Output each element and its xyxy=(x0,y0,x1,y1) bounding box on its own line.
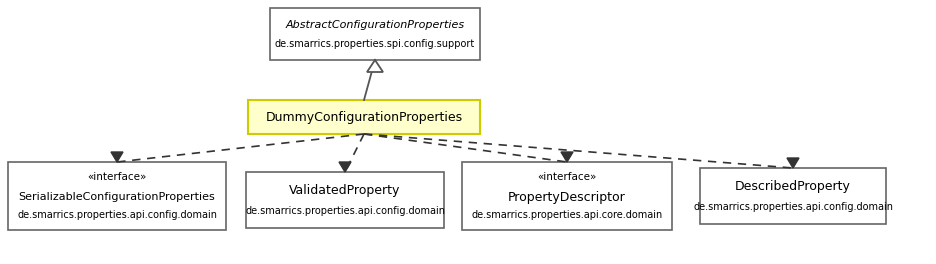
Bar xyxy=(462,162,672,230)
Text: de.smarrics.properties.api.config.domain: de.smarrics.properties.api.config.domain xyxy=(17,210,217,220)
Text: DescribedProperty: DescribedProperty xyxy=(735,180,851,193)
Bar xyxy=(270,8,480,60)
Text: PropertyDescriptor: PropertyDescriptor xyxy=(508,191,626,204)
Text: de.smarrics.properties.api.config.domain: de.smarrics.properties.api.config.domain xyxy=(245,206,445,216)
Text: DummyConfigurationProperties: DummyConfigurationProperties xyxy=(266,111,462,124)
Text: AbstractConfigurationProperties: AbstractConfigurationProperties xyxy=(285,20,464,30)
Bar xyxy=(246,172,444,228)
Polygon shape xyxy=(561,152,573,162)
Polygon shape xyxy=(111,152,123,162)
Text: «interface»: «interface» xyxy=(87,172,147,182)
Text: de.smarrics.properties.api.config.domain: de.smarrics.properties.api.config.domain xyxy=(693,202,893,212)
Polygon shape xyxy=(787,158,799,168)
Text: «interface»: «interface» xyxy=(537,172,596,182)
Bar xyxy=(248,100,480,134)
Polygon shape xyxy=(367,60,383,72)
Text: de.smarrics.properties.spi.config.support: de.smarrics.properties.spi.config.suppor… xyxy=(275,39,475,49)
Text: SerializableConfigurationProperties: SerializableConfigurationProperties xyxy=(19,192,215,202)
Text: de.smarrics.properties.api.core.domain: de.smarrics.properties.api.core.domain xyxy=(472,210,663,220)
Bar xyxy=(700,168,886,224)
Text: ValidatedProperty: ValidatedProperty xyxy=(289,184,401,197)
Bar xyxy=(8,162,226,230)
Polygon shape xyxy=(339,162,351,172)
